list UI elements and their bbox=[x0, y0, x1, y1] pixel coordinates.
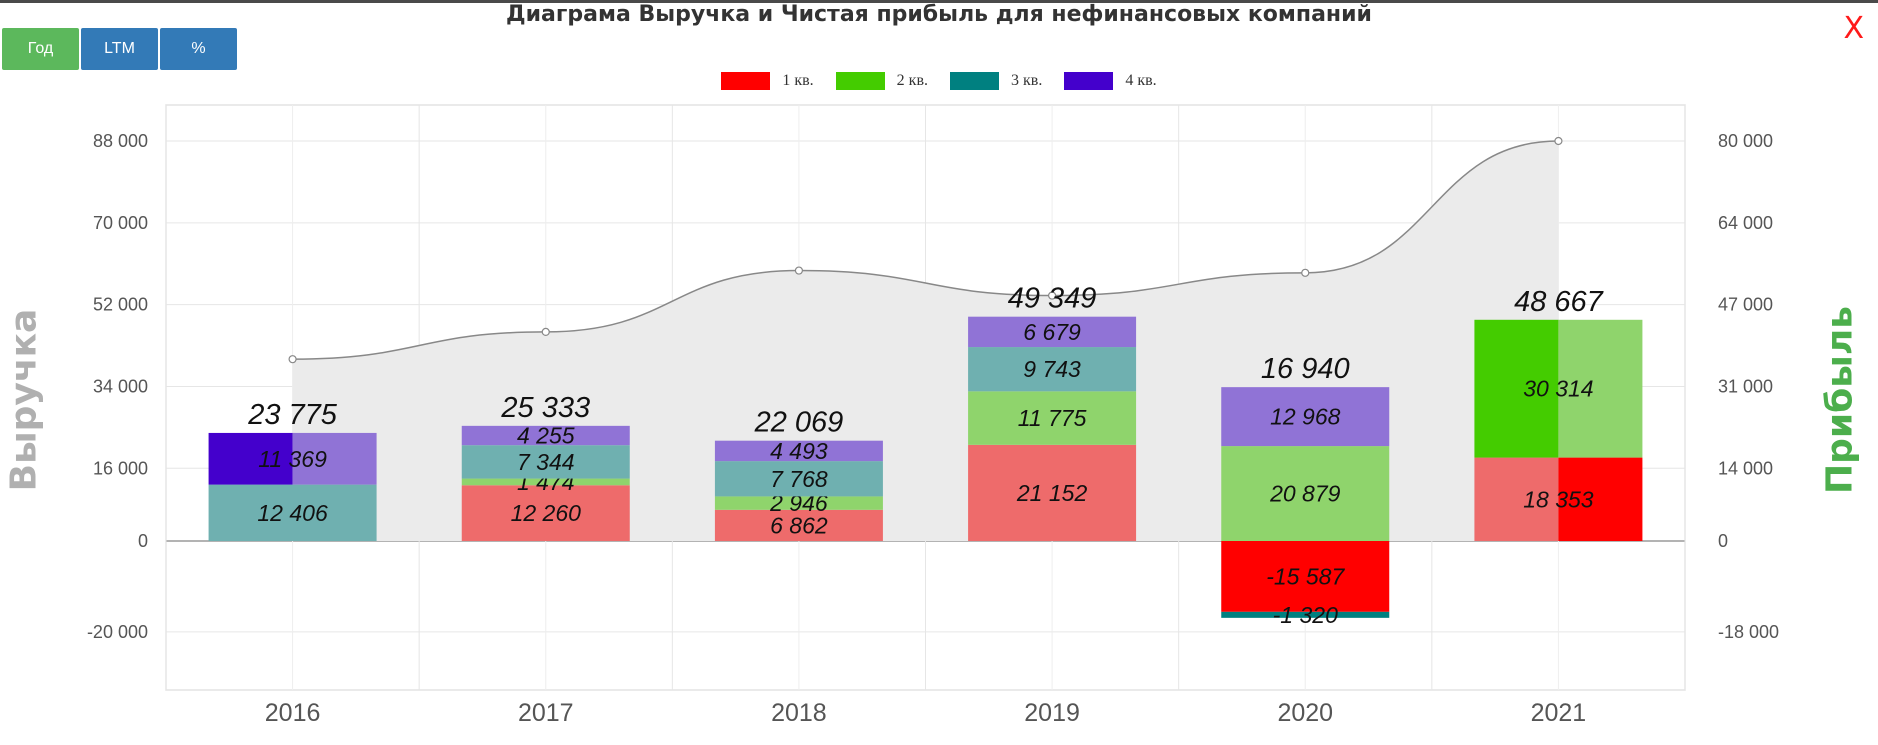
bar-segment bbox=[1221, 611, 1390, 618]
bar-total-label: 16 940 bbox=[1261, 353, 1350, 385]
bar-segment bbox=[461, 478, 630, 486]
right-tick-label: 80 000 bbox=[1718, 131, 1773, 151]
legend-label-q3: 3 кв. bbox=[1011, 72, 1043, 89]
bar-value-label: 12 406 bbox=[257, 500, 328, 526]
bar-value-label: -1 320 bbox=[1273, 602, 1338, 628]
legend-swatch-q3 bbox=[950, 72, 999, 90]
bar-segment bbox=[1474, 319, 1559, 458]
bar-value-label: 30 314 bbox=[1523, 376, 1593, 402]
bar-value-label: 4 493 bbox=[770, 438, 828, 464]
window-top-border bbox=[0, 0, 1878, 3]
bar-total-label: 48 667 bbox=[1514, 286, 1605, 318]
right-tick-label: -18 000 bbox=[1718, 622, 1779, 642]
revenue-line bbox=[292, 140, 1559, 360]
bar-segment bbox=[208, 484, 377, 541]
legend-label-q1: 1 кв. bbox=[782, 72, 814, 89]
category-label: 2021 bbox=[1531, 699, 1587, 727]
close-icon[interactable]: X bbox=[1843, 11, 1864, 46]
category-label: 2020 bbox=[1277, 699, 1333, 727]
bar-segment bbox=[968, 347, 1137, 392]
category-label: 2016 bbox=[265, 699, 321, 727]
left-tick-label: 16 000 bbox=[93, 458, 148, 478]
bar-segment bbox=[968, 316, 1137, 348]
right-tick-label: 31 000 bbox=[1718, 376, 1773, 396]
bar-segment bbox=[1474, 457, 1559, 541]
bar-value-label: 21 152 bbox=[1016, 480, 1088, 506]
right-tick-label: 47 000 bbox=[1718, 295, 1773, 315]
bar-segment bbox=[968, 391, 1137, 445]
legend-swatch-q2 bbox=[835, 72, 885, 90]
bar-segment bbox=[968, 444, 1137, 541]
bar-segment bbox=[461, 485, 630, 541]
revenue-point bbox=[794, 266, 804, 275]
revenue-point bbox=[1301, 268, 1310, 277]
bar-segment bbox=[461, 425, 630, 446]
category-label: 2018 bbox=[771, 699, 827, 727]
chart-title: Диаграма Выручка и Чистая прибыль для не… bbox=[506, 2, 1372, 27]
revenue-point bbox=[288, 355, 297, 364]
right-tick-label: 14 000 bbox=[1718, 458, 1773, 478]
right-tick-label: 0 bbox=[1718, 531, 1728, 551]
bar-segment bbox=[714, 509, 883, 541]
legend-label-q4: 4 кв. bbox=[1125, 72, 1157, 89]
legend-item-q4[interactable]: 4 кв. bbox=[1064, 72, 1157, 90]
bar-value-label: 7 768 bbox=[770, 466, 828, 492]
bar-total-label: 25 333 bbox=[500, 392, 590, 424]
bar-segment bbox=[1558, 457, 1643, 541]
bar-segment bbox=[714, 440, 883, 462]
revenue-point bbox=[1047, 291, 1057, 300]
left-tick-label: -20 000 bbox=[87, 622, 148, 642]
year-button[interactable]: Год bbox=[2, 28, 79, 70]
left-tick-label: 88 000 bbox=[93, 131, 148, 151]
right-axis-title: Прибыль bbox=[1819, 306, 1861, 494]
left-tick-label: 70 000 bbox=[93, 213, 148, 233]
bar-value-label: 7 344 bbox=[517, 449, 575, 475]
bar-value-label: 6 679 bbox=[1023, 319, 1081, 345]
bar-value-label: 4 255 bbox=[517, 423, 575, 449]
left-tick-label: 0 bbox=[138, 531, 148, 551]
bar-value-label: 12 968 bbox=[1270, 404, 1341, 430]
period-toggle-group: Год LTM % bbox=[2, 28, 239, 70]
chart-legend: 1 кв. 2 кв. 3 кв. 4 кв. bbox=[0, 72, 1878, 90]
bar-value-label: -15 587 bbox=[1266, 563, 1345, 589]
bar-value-label: 12 260 bbox=[511, 500, 582, 526]
left-tick-label: 34 000 bbox=[93, 376, 148, 396]
bar-segment bbox=[1558, 319, 1643, 458]
revenue-point bbox=[541, 327, 550, 337]
bar-segment bbox=[208, 432, 293, 485]
bar-segment bbox=[714, 461, 883, 497]
bar-segment bbox=[292, 432, 377, 485]
legend-swatch-q4 bbox=[1064, 72, 1114, 90]
revenue-point bbox=[1554, 136, 1563, 146]
left-tick-label: 52 000 bbox=[93, 295, 148, 315]
legend-item-q2[interactable]: 2 кв. bbox=[835, 72, 928, 90]
bar-value-label: 11 775 bbox=[1018, 405, 1087, 431]
ltm-button[interactable]: LTM bbox=[81, 28, 158, 70]
bar-value-label: 11 369 bbox=[258, 446, 327, 472]
bar-total-label: 49 349 bbox=[1008, 283, 1097, 315]
legend-label-q2: 2 кв. bbox=[896, 72, 928, 89]
bar-segment bbox=[461, 445, 630, 479]
legend-item-q1[interactable]: 1 кв. bbox=[721, 72, 814, 90]
bar-value-label: 20 879 bbox=[1269, 481, 1341, 507]
bar-segment bbox=[1221, 541, 1390, 612]
legend-item-q3[interactable]: 3 кв. bbox=[950, 72, 1042, 90]
bar-total-label: 22 069 bbox=[754, 407, 844, 439]
legend-swatch-q1 bbox=[721, 72, 771, 90]
bar-total-label: 23 775 bbox=[247, 399, 338, 431]
bar-value-label: 6 862 bbox=[770, 512, 828, 538]
bar-segment bbox=[714, 496, 883, 510]
category-label: 2019 bbox=[1024, 699, 1080, 727]
right-tick-label: 64 000 bbox=[1718, 213, 1773, 233]
bar-value-label: 18 353 bbox=[1523, 486, 1594, 512]
bar-segment bbox=[1221, 387, 1390, 447]
bar-value-label: 9 743 bbox=[1023, 356, 1081, 382]
left-axis-title: Выручка bbox=[3, 308, 45, 492]
percent-button[interactable]: % bbox=[160, 28, 237, 70]
category-label: 2017 bbox=[518, 699, 574, 727]
bar-segment bbox=[1221, 446, 1390, 541]
